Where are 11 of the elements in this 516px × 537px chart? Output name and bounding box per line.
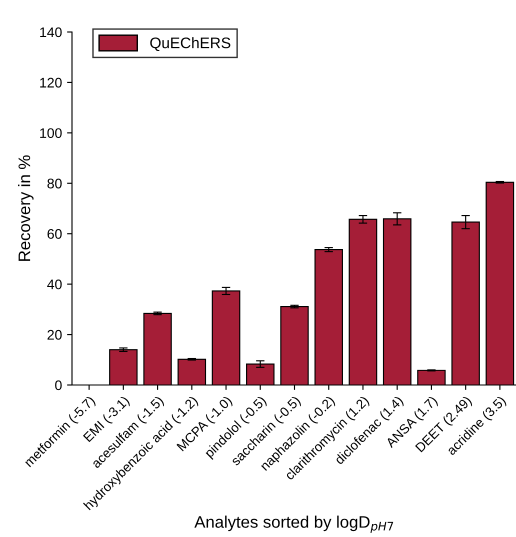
x-axis-title: Analytes sorted by logD$_{pH7}$ <box>194 516 394 533</box>
y-tick-label: 120 <box>40 78 62 88</box>
y-tick-label: 0 <box>55 380 62 390</box>
y-tick-label: 60 <box>48 229 62 239</box>
y-axis-title: Recovery in % <box>18 155 34 261</box>
legend-label: QuEChERS <box>150 37 230 52</box>
y-tick-label: 20 <box>48 330 62 340</box>
y-tick-label: 80 <box>47 178 62 188</box>
y-tick-label: 140 <box>40 27 62 38</box>
y-tick-label: 40 <box>47 279 62 290</box>
y-tick-label: 100 <box>40 128 62 138</box>
